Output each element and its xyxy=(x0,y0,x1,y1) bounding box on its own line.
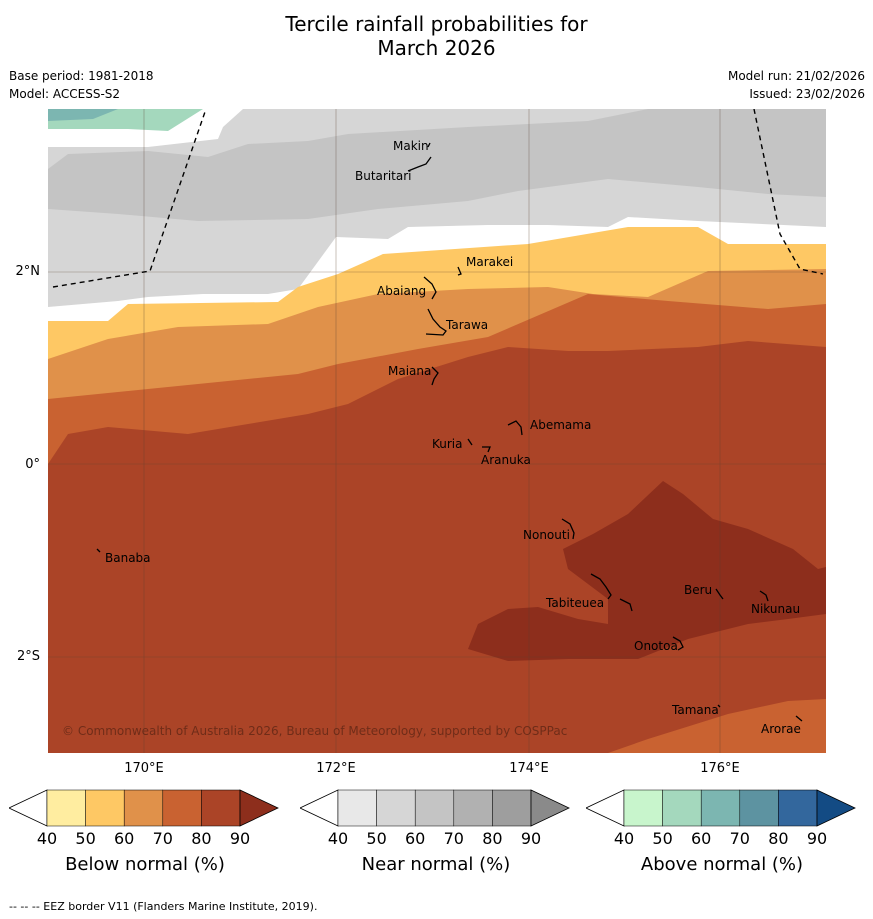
lon-label-172e: 172°E xyxy=(316,761,356,776)
model-run: Model run: 21/02/2026 xyxy=(727,69,865,83)
title-line-1: Tercile rainfall probabilities for xyxy=(285,12,588,36)
place-label: Abaiang xyxy=(377,284,427,298)
place-label: Marakei xyxy=(466,255,514,269)
place-label: Banaba xyxy=(105,551,151,565)
colorbar-tick-label: 40 xyxy=(327,829,349,848)
copyright-notice: © Commonwealth of Australia 2026, Bureau… xyxy=(62,724,568,738)
colorbar-tick-label: 70 xyxy=(729,829,750,848)
lat-label-2n: 2°N xyxy=(15,264,41,279)
colorbar-tick-label: 60 xyxy=(691,829,712,848)
place-label: Arorae xyxy=(761,722,801,736)
colorbar-extend-low xyxy=(585,789,625,827)
colorbar-bin xyxy=(623,789,663,827)
colorbar-extend-high xyxy=(816,789,856,827)
colorbar-label: Near normal (%) xyxy=(361,854,511,875)
rainfall-map xyxy=(48,109,826,753)
colorbar-bin xyxy=(376,789,416,827)
colorbar-bin xyxy=(662,789,702,827)
colorbar-extend-high xyxy=(239,789,279,827)
colorbar-bin xyxy=(778,789,818,827)
place-label: Tarawa xyxy=(446,318,489,332)
near-normal-region-strong xyxy=(48,109,826,221)
colorbar-extend-low xyxy=(8,789,48,827)
colorbar-bin xyxy=(453,789,493,827)
place-label: Nonouti xyxy=(523,528,570,542)
meta-left: Base period: 1981-2018 Model: ACCESS-S2 xyxy=(9,67,154,103)
colorbar-tick-label: 50 xyxy=(75,829,96,848)
place-label: Beru xyxy=(684,583,713,597)
place-label: Kuria xyxy=(432,437,463,451)
colorbar-graphic xyxy=(585,789,856,827)
colorbar-tick-label: 50 xyxy=(366,829,387,848)
colorbar-bin xyxy=(46,789,86,827)
colorbar-tick-label: 40 xyxy=(613,829,635,848)
colorbar-bin xyxy=(337,789,377,827)
colorbar-tick-label: 80 xyxy=(768,829,789,848)
map-title: Tercile rainfall probabilities for March… xyxy=(0,12,873,60)
colorbar-bin xyxy=(414,789,455,827)
issued-date: Issued: 23/02/2026 xyxy=(749,87,865,101)
place-label: Abemama xyxy=(530,418,592,432)
colorbar-1: 40 50 60 70 80 90 xyxy=(8,789,281,848)
colorbar-tick-label: 90 xyxy=(520,829,542,848)
colorbar-tick-label: 80 xyxy=(191,829,212,848)
eez-border xyxy=(52,109,824,288)
colorbar-tick-label: 70 xyxy=(443,829,464,848)
colorbar-bin xyxy=(700,789,741,827)
colorbar-tick-label: 70 xyxy=(152,829,173,848)
lon-label-170e: 170°E xyxy=(124,761,164,776)
place-label: Makin xyxy=(393,139,429,153)
colorbar-graphic xyxy=(299,789,570,827)
colorbar-label: Above normal (%) xyxy=(640,854,804,875)
place-label: Tamana xyxy=(672,703,719,717)
colorbar-tick-label: 60 xyxy=(405,829,426,848)
place-label: Tabiteuea xyxy=(546,596,605,610)
below-normal-70-80-south xyxy=(48,699,826,753)
colorbar-2: 40 50 60 70 80 90 xyxy=(299,789,572,848)
place-label: Maiana xyxy=(388,364,432,378)
colorbar-tick-label: 90 xyxy=(806,829,828,848)
place-label: Nikunau xyxy=(751,602,801,616)
colorbar-tick-label: 60 xyxy=(114,829,135,848)
place-label: Onotoa xyxy=(634,639,678,653)
title-line-2: March 2026 xyxy=(377,36,496,60)
colorbar-3: 40 50 60 70 80 90 xyxy=(585,789,858,848)
colorbar-extend-low xyxy=(299,789,339,827)
colorbar-graphic xyxy=(8,789,279,827)
model-name: Model: ACCESS-S2 xyxy=(9,87,121,101)
colorbar-extend-high xyxy=(530,789,570,827)
above-normal-region-strong xyxy=(48,109,118,121)
colorbar-tick-label: 50 xyxy=(652,829,673,848)
lon-label-176e: 176°E xyxy=(700,761,740,776)
island-outlines xyxy=(96,142,803,722)
place-label: Aranuka xyxy=(481,453,531,467)
colorbar-bin xyxy=(162,789,202,827)
colorbar-label: Below normal (%) xyxy=(65,854,225,875)
meta-right: Model run: 21/02/2026 Issued: 23/02/2026 xyxy=(728,67,865,103)
lat-label-0: 0° xyxy=(25,457,40,472)
lon-label-174e: 174°E xyxy=(509,761,549,776)
colorbar-bin xyxy=(85,789,125,827)
lat-label-2s: 2°S xyxy=(16,649,40,664)
place-label: Butaritari xyxy=(355,169,412,183)
eez-footnote: -- -- -- EEZ border V11 (Flanders Marine… xyxy=(9,900,318,913)
colorbar-tick-label: 80 xyxy=(482,829,503,848)
colorbar-tick-label: 40 xyxy=(36,829,58,848)
colorbar-bin xyxy=(492,789,532,827)
below-normal-over-90 xyxy=(468,481,826,661)
colorbar-bin xyxy=(201,789,241,827)
base-period: Base period: 1981-2018 xyxy=(9,69,154,83)
colorbar-bin xyxy=(123,789,164,827)
colorbar-bin xyxy=(739,789,779,827)
graticule xyxy=(48,109,826,753)
colorbar-tick-label: 90 xyxy=(229,829,251,848)
